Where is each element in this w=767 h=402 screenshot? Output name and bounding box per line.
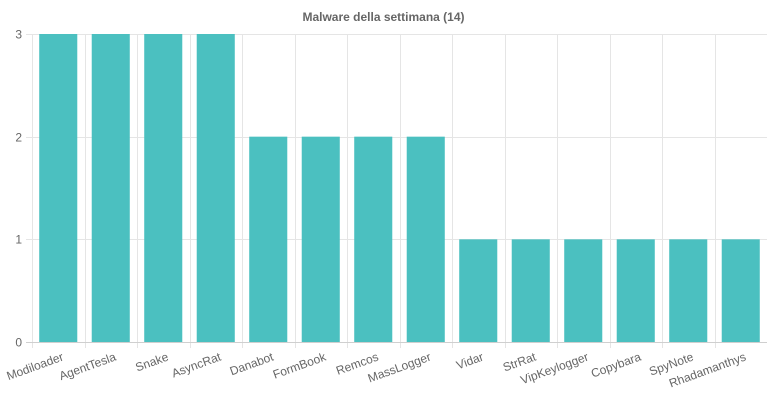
bars [39, 34, 760, 342]
chart-title: Malware della settimana (14) [302, 10, 464, 24]
x-tick-label: Danabot [228, 349, 276, 378]
bar-vidar[interactable] [459, 239, 498, 342]
x-tick-label: Copybara [589, 350, 643, 381]
bar-masslogger[interactable] [406, 136, 445, 342]
bar-modiloader[interactable] [39, 34, 78, 342]
y-axis: 0 1 2 3 [15, 28, 22, 350]
bar-formbook[interactable] [301, 136, 340, 342]
y-tick-label: 1 [15, 233, 22, 247]
x-tick-label: AsyncRat [170, 349, 224, 380]
bar-rhadamanthys[interactable] [721, 239, 760, 342]
bar-remcos[interactable] [354, 136, 393, 342]
bar-vipkeylogger[interactable] [564, 239, 603, 342]
x-tick-label: AgentTesla [57, 350, 118, 384]
y-tick-label: 0 [15, 336, 22, 350]
bar-copybara[interactable] [616, 239, 655, 342]
bar-spynote[interactable] [669, 239, 708, 342]
bar-asyncrat[interactable] [196, 34, 235, 342]
x-tick-label: Snake [134, 350, 171, 375]
x-tick-label: FormBook [271, 349, 329, 381]
x-tick-label: Vidar [454, 350, 485, 373]
y-tick-label: 3 [15, 28, 22, 42]
bar-agenttesla[interactable] [91, 34, 130, 342]
y-tick-label: 2 [15, 131, 22, 145]
bar-danabot[interactable] [249, 136, 288, 342]
bar-strrat[interactable] [511, 239, 550, 342]
x-tick-label: Modiloader [5, 350, 66, 383]
grid [26, 34, 767, 348]
bar-snake[interactable] [144, 34, 183, 342]
